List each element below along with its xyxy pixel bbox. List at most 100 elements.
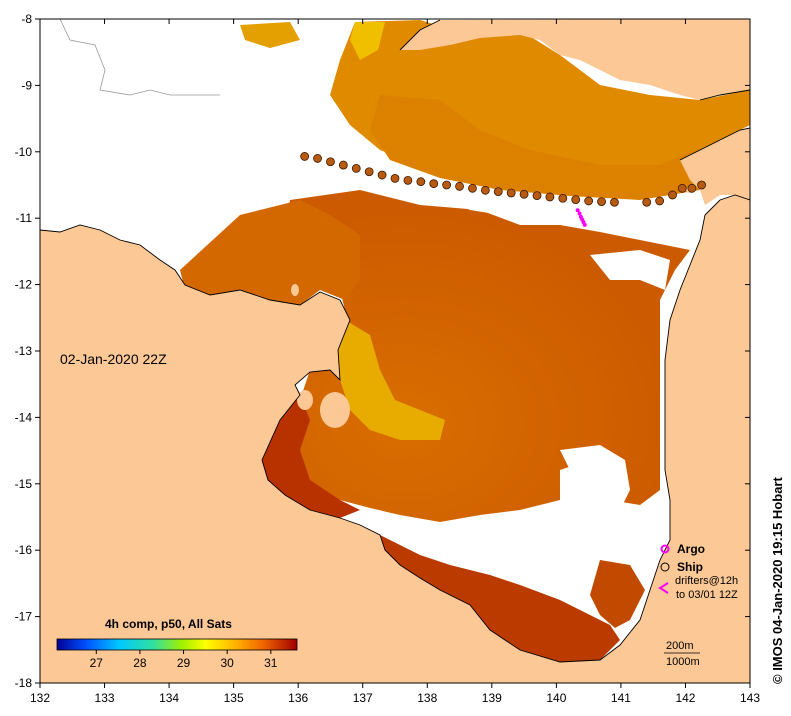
land-island-2 [297, 390, 313, 410]
sst-arafura-strip [370, 95, 720, 200]
lat-tick-label: -15 [15, 477, 33, 491]
legend: Argo Ship drifters@12h to 03/01 12Z [658, 542, 738, 601]
ship-position [364, 167, 374, 177]
ship-position [668, 190, 677, 200]
cloud-gulf-south [360, 505, 640, 570]
lat-tick-label: -12 [15, 278, 33, 292]
colorbar-tick-label: 30 [221, 656, 235, 670]
scale-200m: 200m [666, 640, 694, 652]
date-label: 02-Jan-2020 22Z [60, 351, 167, 367]
ship-position [468, 183, 477, 193]
ship-position [429, 179, 439, 189]
argo-position [577, 211, 582, 216]
ship-position [532, 191, 542, 201]
lon-tick-label: 139 [482, 691, 502, 705]
ship-position [442, 180, 452, 190]
argo-track [575, 208, 587, 227]
argo-position [582, 222, 587, 227]
lon-tick-label: 133 [95, 691, 115, 705]
sst-southwest-warm [262, 395, 360, 518]
ship-track [300, 152, 706, 207]
sst-south-warm [380, 535, 620, 662]
lat-tick-label: -11 [16, 211, 33, 225]
lat-tick-label: -8 [21, 12, 32, 26]
legend-drifters-2: to 03/01 12Z [676, 589, 738, 601]
sst-top-patch [240, 22, 300, 48]
lat-tick-label: -17 [15, 610, 33, 624]
longitude-axis: 132 133 134 135 136 137 138 139 140 141 142 143 [30, 19, 760, 705]
scale-1000m: 1000m [666, 656, 700, 668]
ship-position [697, 180, 706, 190]
legend-drifters-1: drifters@12h [675, 575, 738, 587]
ship-position [416, 177, 426, 187]
ship-position [390, 173, 400, 183]
ship-position [480, 185, 490, 195]
lon-tick-label: 134 [159, 691, 179, 705]
ship-position [326, 157, 335, 167]
land-indonesia-coast [59, 19, 220, 96]
land-png [400, 19, 750, 100]
land-island-1 [320, 392, 350, 428]
ship-position [677, 183, 687, 193]
ship-position [584, 196, 594, 206]
lat-tick-label: -9 [21, 78, 32, 92]
sst-western-cape [180, 200, 360, 305]
argo-icon [660, 544, 670, 554]
argo-position [575, 208, 580, 213]
lon-tick-label: 135 [224, 691, 244, 705]
lon-tick-label: 142 [675, 691, 695, 705]
lat-tick-label: -18 [15, 676, 33, 690]
land-island-6 [291, 284, 299, 296]
colorbar-ticks: 27 28 29 30 31 [90, 650, 278, 670]
ship-position [313, 154, 322, 163]
lat-tick-label: -13 [15, 344, 33, 358]
ship-position [300, 152, 310, 161]
colorbar-tick-label: 31 [264, 656, 278, 670]
coastline-cape-york [679, 127, 750, 161]
lat-tick-label: -16 [15, 543, 33, 557]
ship-icon [660, 562, 670, 572]
sst-west-plume [338, 320, 445, 440]
ship-position [403, 175, 413, 185]
land-island-3 [694, 155, 706, 165]
ship-position [558, 193, 568, 203]
cloud-gulf-east [560, 445, 630, 510]
ship-position [687, 183, 697, 193]
colorbar-title: 4h comp, p50, All Sats [105, 617, 232, 631]
ship-position [655, 196, 665, 206]
colorbar-tick-label: 27 [90, 656, 104, 670]
lon-tick-label: 132 [30, 691, 50, 705]
colorbar-tick-label: 29 [177, 656, 191, 670]
colorbar [56, 638, 298, 651]
cloud-east [590, 250, 670, 290]
lon-tick-label: 141 [611, 691, 631, 705]
ship-position [519, 189, 529, 199]
ship-position [597, 197, 606, 207]
legend-argo: Argo [677, 542, 705, 556]
coastline-png [399, 19, 750, 101]
ship-position [493, 187, 503, 197]
latitude-axis: -8 -9 -10 -11 -12 -13 -14 -15 -16 -17 -18 [15, 12, 750, 690]
lon-tick-label: 138 [417, 691, 437, 705]
lat-tick-label: -14 [15, 410, 33, 424]
coastline [40, 194, 750, 663]
cloud-strip [440, 195, 690, 235]
ship-position [455, 181, 464, 191]
ship-position [338, 160, 348, 170]
sst-top-yellow [350, 22, 385, 60]
lon-tick-label: 136 [288, 691, 308, 705]
legend-ship: Ship [677, 560, 703, 574]
ship-position [610, 197, 619, 207]
sst-southeast-warm [590, 560, 645, 628]
ship-position [571, 195, 581, 205]
colorbar-tick-label: 28 [133, 656, 147, 670]
land-island-5 [97, 231, 107, 239]
land-arnhem [40, 195, 750, 683]
ship-position [545, 192, 555, 202]
lon-tick-label: 143 [740, 691, 760, 705]
ship-position [351, 163, 361, 173]
credit-text: © IMOS 04-Jan-2020 19:15 Hobart [770, 477, 785, 684]
sst-gulf [270, 190, 690, 522]
lon-tick-label: 137 [353, 691, 373, 705]
